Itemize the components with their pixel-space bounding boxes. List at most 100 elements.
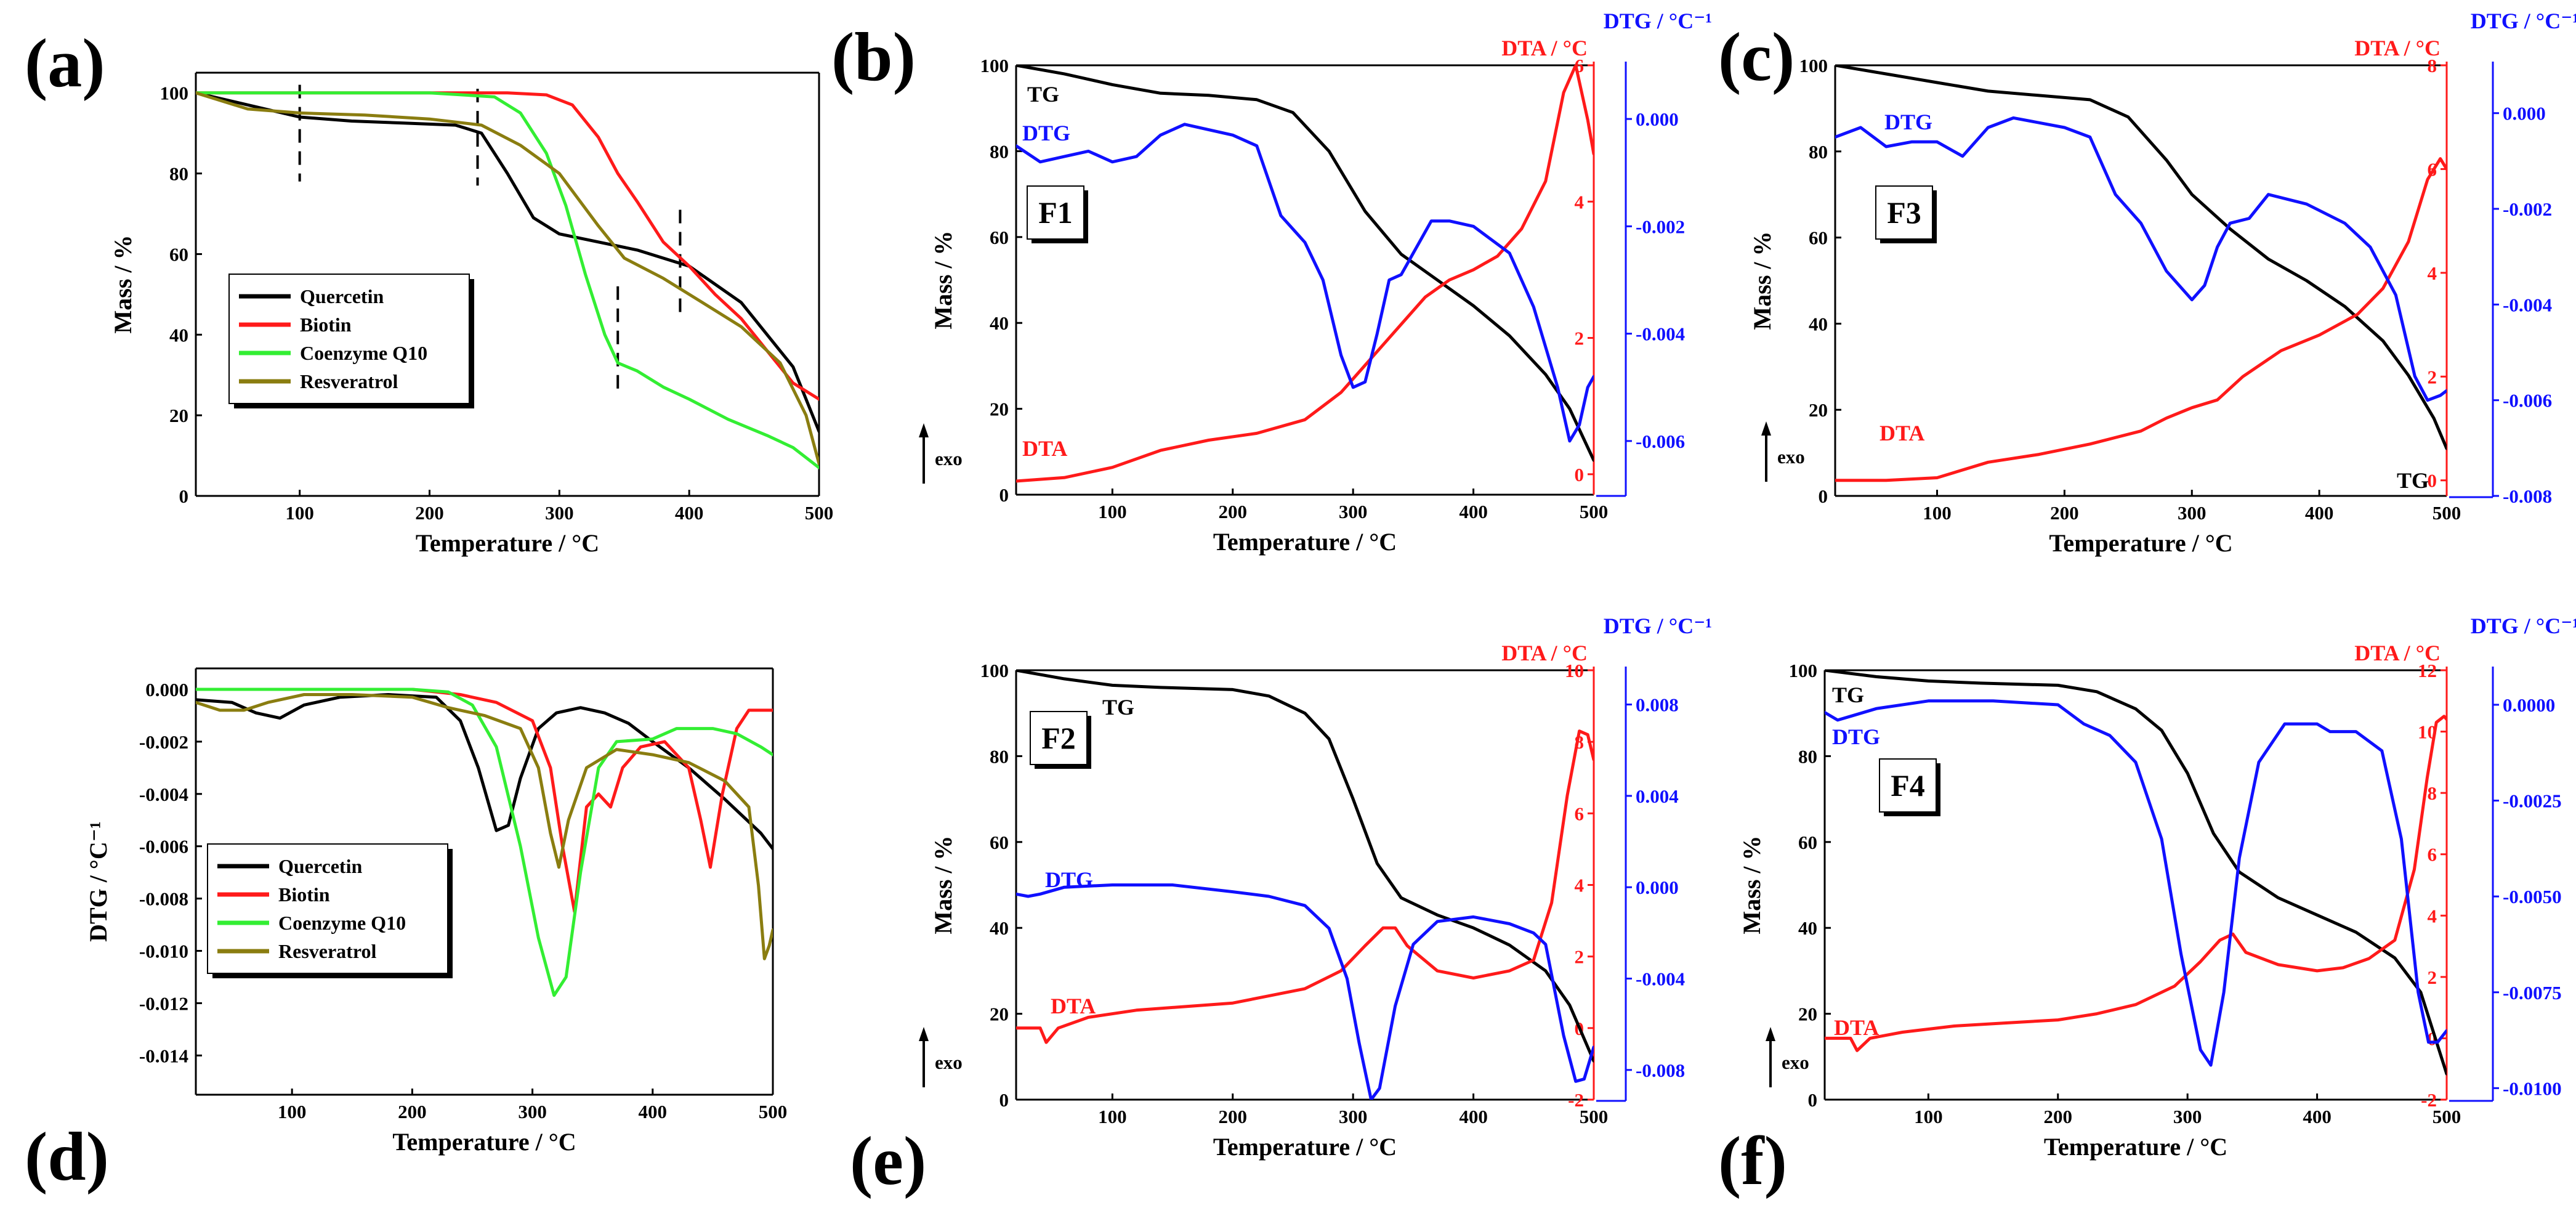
- dtg-axis-title: DTG / °C⁻¹: [1604, 9, 1712, 33]
- dtg-tick-label: 0.000: [1636, 108, 1679, 130]
- y-tick-label: 40: [990, 917, 1009, 939]
- x-tick-label: 500: [2433, 502, 2461, 524]
- legend-label: Coenzyme Q10: [300, 342, 427, 364]
- x-tick-label: 200: [1219, 501, 1248, 522]
- y-tick-label: 20: [1809, 399, 1828, 421]
- sample-box-label: F3: [1887, 195, 1921, 230]
- dta-axis-title: DTA / °C: [1501, 641, 1588, 665]
- y-axis-title: DTG / °C⁻¹: [84, 821, 112, 942]
- x-axis-title: Temperature / °C: [2044, 1133, 2227, 1161]
- legend: Quercetin Biotin Coenzyme Q10 Resveratrol: [207, 843, 453, 978]
- x-tick-label: 200: [398, 1101, 427, 1122]
- y-tick-label: -0.014: [139, 1045, 188, 1066]
- y-tick-label: 100: [160, 83, 189, 104]
- x-axis-title: Temperature / °C: [392, 1128, 576, 1156]
- y-axis-title: Mass / %: [1748, 232, 1776, 330]
- y-tick-label: -0.012: [139, 992, 188, 1014]
- y-tick-label: 80: [990, 745, 1009, 767]
- x-axis-title: Temperature / °C: [416, 529, 599, 557]
- y-axis-title: Mass / %: [1738, 836, 1766, 935]
- y-tick-label: 40: [990, 312, 1009, 334]
- dta-axis-title: DTA / °C: [2354, 641, 2441, 665]
- y-tick-label: -0.008: [139, 888, 188, 910]
- x-tick-label: 300: [545, 502, 574, 524]
- dtg-axis-title: DTG / °C⁻¹: [2471, 614, 2576, 638]
- dta-tick-label: 4: [2428, 262, 2437, 284]
- series-line-quercetin: [196, 91, 819, 433]
- series-line-tg: [1016, 670, 1594, 1063]
- x-tick-label: 300: [1339, 501, 1368, 522]
- legend-label: Resveratrol: [300, 370, 398, 392]
- dtg-tick-label: -0.002: [1636, 216, 1685, 237]
- y-tick-label: 0: [999, 1089, 1009, 1111]
- dta-tick-label: 8: [2428, 55, 2437, 76]
- y-tick-label: 0: [1808, 1089, 1818, 1111]
- sample-box-label: F4: [1891, 768, 1925, 803]
- tg-label: TG: [1027, 82, 1059, 107]
- y-tick-label: 100: [1789, 660, 1818, 681]
- y-tick-label: 0: [999, 484, 1009, 506]
- x-axis-title: Temperature / °C: [1213, 1133, 1397, 1161]
- x-tick-label: 100: [1914, 1106, 1943, 1127]
- dta-tick-label: 2: [2428, 967, 2437, 988]
- y-tick-label: 60: [1798, 832, 1817, 853]
- dtg-tick-label: -0.0075: [2503, 982, 2562, 1004]
- tg-label: TG: [1832, 683, 1864, 707]
- dtg-tick-label: -0.004: [2503, 294, 2552, 315]
- exo-label: exo: [935, 448, 963, 469]
- series-line-tg: [1835, 65, 2447, 450]
- y-tick-label: 40: [169, 324, 188, 346]
- y-axis-title: Mass / %: [109, 235, 137, 334]
- y-tick-label: 80: [1798, 745, 1817, 767]
- dta-tick-label: 12: [2418, 660, 2437, 681]
- x-tick-label: 300: [2173, 1106, 2202, 1127]
- series-line-biotin: [196, 688, 773, 914]
- dtg-tick-label: -0.008: [1636, 1060, 1685, 1081]
- y-tick-label: 100: [1799, 55, 1828, 76]
- panel-a: (a) 100 200 300 400 500 0 20 40 60 80 100 Temperatur…: [25, 25, 833, 557]
- dtg-tick-label: -0.006: [2503, 390, 2552, 412]
- y-tick-label: 0: [179, 485, 189, 507]
- y-tick-label: -0.010: [139, 941, 188, 962]
- y-tick-label: 60: [990, 832, 1009, 853]
- series-line-dtg: [1016, 883, 1594, 1100]
- dta-tick-label: -2: [1568, 1089, 1584, 1111]
- panel-label-c: (c): [1718, 19, 1795, 95]
- x-axis-title: Temperature / °C: [2049, 529, 2232, 557]
- x-tick-label: 500: [1580, 501, 1609, 522]
- x-tick-label: 200: [415, 502, 444, 524]
- y-tick-label: 80: [1809, 141, 1828, 163]
- y-tick-label: 20: [990, 399, 1009, 420]
- series-line-dtg: [1835, 116, 2447, 402]
- series-line-dtg: [1825, 699, 2447, 1067]
- legend-label: Coenzyme Q10: [278, 912, 406, 934]
- sample-box-label: F1: [1038, 195, 1073, 230]
- series-line-dta: [1016, 729, 1594, 1044]
- dtg-tick-label: -0.004: [1636, 968, 1685, 990]
- panel-label-f: (f): [1718, 1123, 1787, 1199]
- dtg-label: DTG: [1832, 724, 1880, 749]
- dtg-tick-label: 0.000: [1636, 877, 1679, 898]
- panel-e: (e) 100 200 300 400 500 0 20 40 60 80 100 Temperatur…: [850, 614, 1712, 1199]
- dtg-tick-label: -0.002: [2503, 198, 2552, 220]
- x-tick-label: 100: [278, 1101, 307, 1122]
- exo-label: exo: [1782, 1052, 1809, 1073]
- y-tick-label: 40: [1798, 917, 1817, 939]
- y-tick-label: 60: [1809, 227, 1828, 249]
- dtg-axis-title: DTG / °C⁻¹: [1604, 614, 1712, 638]
- dtg-tick-label: -0.0050: [2503, 886, 2562, 907]
- y-axis-title: Mass / %: [929, 836, 957, 935]
- dta-axis-title: DTA / °C: [2354, 36, 2441, 60]
- x-tick-label: 200: [1219, 1106, 1248, 1127]
- y-tick-label: 80: [990, 140, 1009, 162]
- x-axis-title: Temperature / °C: [1213, 528, 1397, 556]
- dta-label: DTA: [1880, 421, 1924, 445]
- series-line-tg: [1016, 65, 1594, 462]
- x-tick-label: 400: [1459, 1106, 1488, 1127]
- dtg-tick-label: -0.006: [1636, 431, 1685, 452]
- x-tick-label: 400: [1459, 501, 1488, 522]
- dtg-tick-label: 0.008: [1636, 694, 1679, 716]
- dtg-tick-label: -0.004: [1636, 323, 1685, 345]
- panel-c: (c)100 200 300 400 500020406080100Temperatur…: [1718, 9, 2576, 557]
- series-line-dta: [1016, 65, 1594, 483]
